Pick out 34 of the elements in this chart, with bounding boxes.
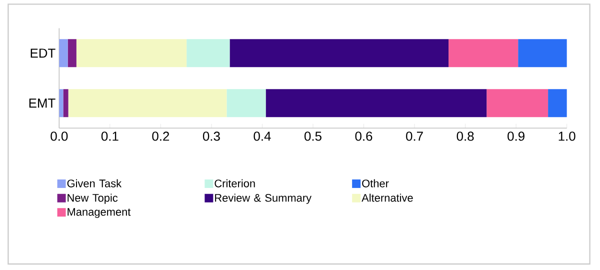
x-tick-label: 0.7 bbox=[406, 132, 423, 141]
bar bbox=[63, 89, 68, 118]
bar bbox=[448, 39, 518, 68]
x-tick-label: 0.5 bbox=[304, 132, 322, 141]
x-tick-label: 0.4 bbox=[254, 132, 271, 141]
bar bbox=[68, 39, 76, 68]
legend-label: Criterion bbox=[214, 179, 255, 188]
x-tick-label: 0.0 bbox=[50, 132, 68, 141]
bar bbox=[226, 89, 266, 118]
legend-label: Review & Summary bbox=[215, 194, 312, 204]
legend-label: Given Task bbox=[67, 179, 122, 188]
bar bbox=[230, 39, 449, 68]
x-tick-label: 0.6 bbox=[355, 132, 372, 141]
bar bbox=[548, 89, 567, 118]
bar bbox=[518, 39, 567, 68]
x-tick-label: 0.8 bbox=[456, 132, 474, 141]
bar bbox=[68, 89, 227, 118]
legend-label: Alternative bbox=[362, 194, 413, 202]
legend-label: New Topic bbox=[68, 194, 118, 204]
bar bbox=[76, 39, 187, 68]
x-tick-label: 0.9 bbox=[508, 132, 524, 141]
x-tick-label: 0.2 bbox=[152, 132, 170, 141]
legend-label: Other bbox=[362, 179, 389, 188]
legend-label: Management bbox=[68, 208, 131, 218]
bar bbox=[186, 39, 230, 68]
bar bbox=[486, 89, 548, 118]
bar bbox=[59, 89, 64, 118]
x-tick-label: 1.0 bbox=[558, 132, 576, 141]
y-tick-label: EMT bbox=[29, 98, 56, 108]
x-tick-label: 0.3 bbox=[202, 132, 220, 141]
y-tick-label: EDT bbox=[30, 48, 56, 58]
x-tick-label: 0.1 bbox=[101, 132, 118, 141]
bar bbox=[266, 89, 487, 118]
bar bbox=[59, 39, 68, 68]
